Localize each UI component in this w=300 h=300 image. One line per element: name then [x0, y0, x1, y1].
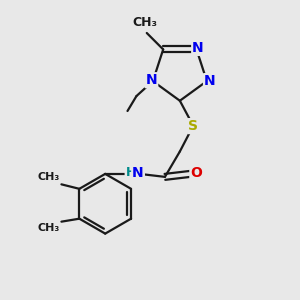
Text: N: N: [192, 41, 204, 55]
Text: N: N: [146, 73, 157, 87]
Text: CH₃: CH₃: [133, 16, 158, 28]
Text: CH₃: CH₃: [38, 223, 60, 233]
Text: CH₃: CH₃: [38, 172, 60, 182]
Text: H: H: [126, 166, 136, 179]
Text: N: N: [132, 166, 144, 180]
Text: N: N: [204, 74, 216, 88]
Text: S: S: [188, 119, 198, 133]
Text: O: O: [190, 166, 202, 180]
